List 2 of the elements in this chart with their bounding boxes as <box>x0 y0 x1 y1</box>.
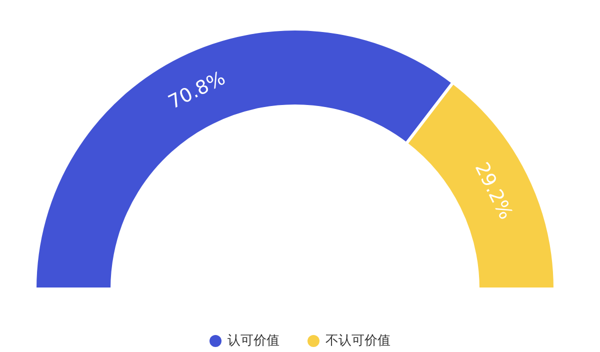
legend-label: 认可价值 <box>228 334 280 348</box>
legend-label: 不认可价值 <box>326 334 390 348</box>
